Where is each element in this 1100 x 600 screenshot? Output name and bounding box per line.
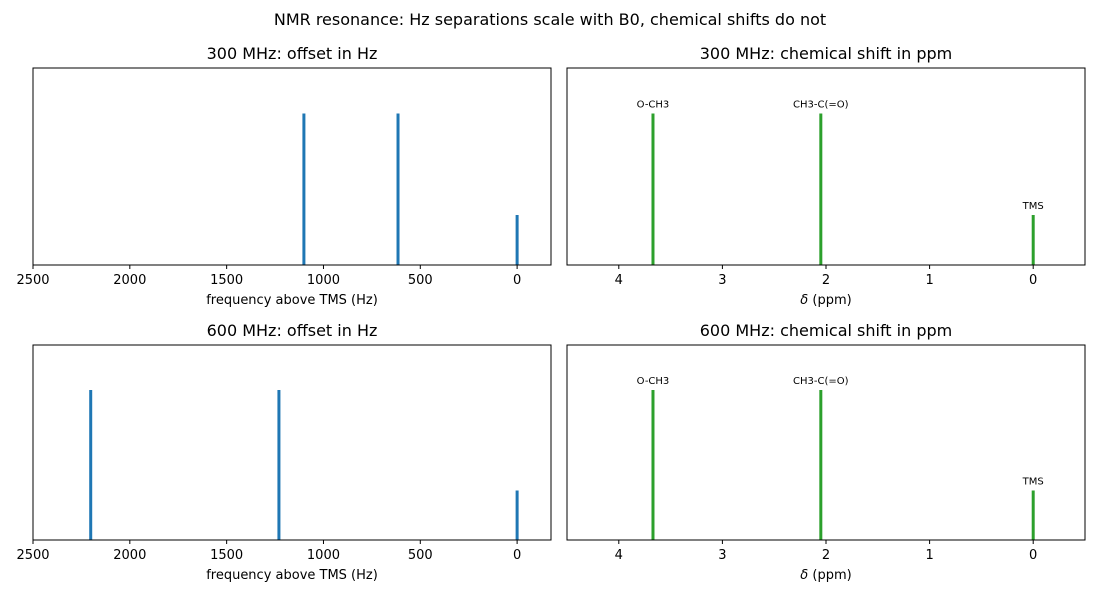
x-tick-label: 3	[718, 273, 726, 288]
x-tick-label: 2	[822, 273, 830, 288]
panel-title: 600 MHz: chemical shift in ppm	[700, 321, 952, 340]
x-tick-label: 1	[925, 548, 933, 563]
peak-annotation: CH3-C(=O)	[793, 376, 849, 387]
x-tick-label: 1	[925, 273, 933, 288]
x-axis-unit: (ppm)	[808, 293, 851, 308]
x-tick-label: 0	[513, 548, 521, 563]
delta-symbol: δ	[800, 568, 808, 583]
figure-suptitle: NMR resonance: Hz separations scale with…	[274, 10, 826, 29]
panel-title: 300 MHz: offset in Hz	[207, 44, 378, 63]
panel-3: 600 MHz: offset in Hz 2500 2000 1500 1000 500…	[16, 321, 552, 583]
axes-frame	[566, 344, 1086, 541]
x-tick-label: 2500	[16, 273, 49, 288]
x-tick-label: 0	[1029, 548, 1037, 563]
x-tick-label: 500	[408, 548, 433, 563]
axes-frame	[566, 67, 1086, 266]
peak-annotation: O-CH3	[637, 376, 670, 387]
panel-4: 600 MHz: chemical shift in ppm O-CH3 CH3-C…	[566, 321, 1086, 583]
x-axis-label: δ (ppm)	[800, 293, 851, 308]
x-tick-label: 4	[615, 273, 623, 288]
panel-title: 600 MHz: offset in Hz	[207, 321, 378, 340]
x-tick-label: 1500	[210, 273, 243, 288]
x-tick-label: 2000	[113, 548, 146, 563]
x-axis-label: frequency above TMS (Hz)	[206, 568, 378, 583]
x-tick-label: 1500	[210, 548, 243, 563]
panel-2: 300 MHz: chemical shift in ppm O-CH3 CH3-C…	[566, 44, 1086, 308]
x-axis-label: frequency above TMS (Hz)	[206, 293, 378, 308]
x-tick-label: 1000	[307, 548, 340, 563]
x-axis-label: δ (ppm)	[800, 568, 851, 583]
panel-1: 300 MHz: offset in Hz 2500 2000 1500 1000 500…	[16, 44, 552, 308]
x-tick-label: 500	[408, 273, 433, 288]
panel-title: 300 MHz: chemical shift in ppm	[700, 44, 952, 63]
peak-annotation: O-CH3	[637, 99, 670, 110]
axes-frame	[32, 67, 552, 266]
x-tick-label: 0	[513, 273, 521, 288]
x-tick-label: 2	[822, 548, 830, 563]
x-tick-label: 1000	[307, 273, 340, 288]
x-tick-label: 2000	[113, 273, 146, 288]
x-axis-unit: (ppm)	[808, 568, 851, 583]
x-tick-label: 0	[1029, 273, 1037, 288]
peak-annotation: TMS	[1022, 477, 1044, 488]
x-tick-label: 3	[718, 548, 726, 563]
delta-symbol: δ	[800, 293, 808, 308]
peak-annotation: TMS	[1022, 201, 1044, 212]
x-tick-label: 4	[615, 548, 623, 563]
peak-annotation: CH3-C(=O)	[793, 99, 849, 110]
x-tick-label: 2500	[16, 548, 49, 563]
axes-frame	[32, 344, 552, 541]
